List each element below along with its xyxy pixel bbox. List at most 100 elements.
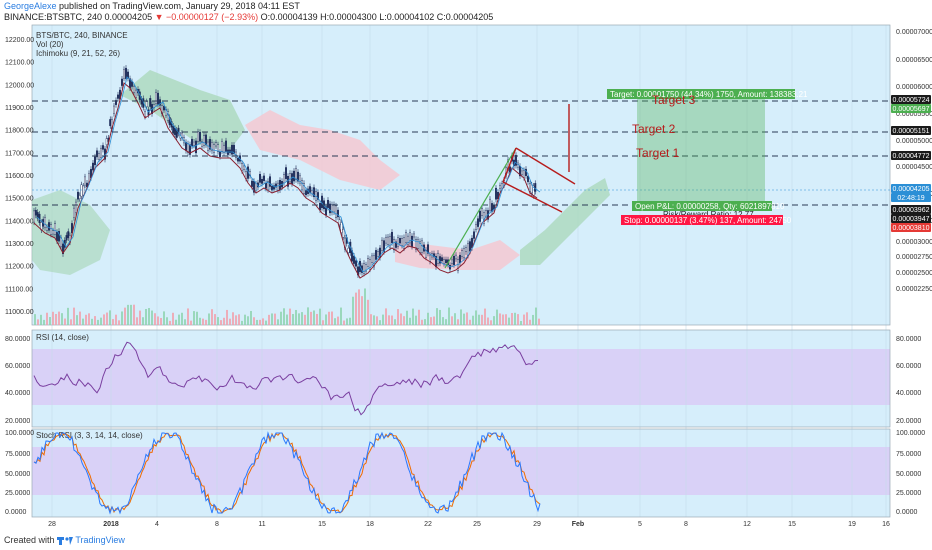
candle-body <box>473 231 476 239</box>
candle-body <box>377 251 380 257</box>
volume-bar <box>286 314 288 325</box>
volume-bar <box>187 308 189 325</box>
candle-body <box>194 140 197 154</box>
volume-bar <box>181 312 183 325</box>
volume-bar <box>535 307 537 325</box>
candle-body <box>44 217 47 228</box>
rsi-axis-right-label: 80.0000 <box>896 336 921 343</box>
tenkan-line <box>36 76 541 273</box>
candle-body <box>319 203 322 211</box>
volume-bar <box>160 317 162 325</box>
candle-body <box>33 210 36 223</box>
candle-body <box>313 187 316 198</box>
volume-bar <box>133 304 135 325</box>
symbol-line: BINANCE:BTSBTC, 240 0.00004205 <box>4 12 153 22</box>
volume-bar <box>238 314 240 325</box>
volume-bar <box>91 318 93 325</box>
open-pnl-box <box>632 201 772 211</box>
candle-body <box>190 138 193 147</box>
volume-bar <box>127 304 129 325</box>
x-axis-label: 25 <box>473 521 481 528</box>
candle-body <box>214 142 217 147</box>
volume-bar <box>100 317 102 325</box>
volume-bar <box>370 314 372 325</box>
candle-body <box>337 209 340 218</box>
candle-body <box>67 231 70 239</box>
vol-legend: Vol (20) <box>36 40 64 49</box>
candle-body <box>109 119 112 127</box>
candle-body <box>409 232 412 244</box>
right-axis-label: 0.00006000 <box>896 84 932 91</box>
right-axis-label: 0.00003000 <box>896 239 932 246</box>
candle-body <box>399 238 402 244</box>
candle-body <box>443 259 446 264</box>
publish-header: GeorgeAlexe published on TradingView.com… <box>4 1 300 12</box>
ichimoku-legend: Ichimoku (9, 21, 52, 26) <box>36 49 120 58</box>
volume-bar <box>148 308 150 325</box>
volume-bar <box>310 311 312 325</box>
flag-upper-line <box>515 147 576 185</box>
right-axis-label: 0.00002250 <box>896 286 932 293</box>
volume-bar <box>298 313 300 325</box>
candle-body <box>74 201 77 213</box>
volume-bar <box>457 319 459 325</box>
volume-bar <box>241 320 243 325</box>
candle-body <box>97 153 100 160</box>
volume-bar <box>490 320 492 325</box>
volume-bar <box>397 309 399 325</box>
volume-bar <box>175 319 177 325</box>
candle-body <box>299 175 302 184</box>
candle-body <box>385 237 388 244</box>
volume-bar <box>34 314 36 325</box>
candle-body <box>295 168 298 180</box>
volume-bar <box>301 312 303 325</box>
volume-bar <box>463 313 465 325</box>
volume-bar <box>487 317 489 325</box>
volume-bar <box>46 312 48 325</box>
stop-label-box <box>621 215 783 225</box>
left-axis-label: 11300.00 <box>5 241 34 248</box>
candle-body <box>99 147 102 158</box>
stoch-axis-right-label: 75.0000 <box>896 451 921 458</box>
candle-body <box>489 198 492 211</box>
volume-bar <box>529 319 531 325</box>
candle-body <box>427 244 430 254</box>
candle-body <box>76 191 79 200</box>
volume-bar <box>511 313 513 325</box>
left-axis-label: 11200.00 <box>5 264 34 271</box>
tradingview-brand[interactable]: TradingView <box>75 535 125 545</box>
volume-bar <box>193 311 195 325</box>
candle-body <box>120 78 123 86</box>
candle-body <box>283 174 286 184</box>
price-badge-text: 0.00003810 <box>893 225 930 232</box>
rsi-axis-left-label: 80.0000 <box>5 336 30 343</box>
panel-border <box>31 428 891 518</box>
candle-body <box>459 254 462 263</box>
candle-body <box>401 238 404 246</box>
x-axis-label: 22 <box>424 521 432 528</box>
x-axis-label: 16 <box>882 521 890 528</box>
volume-bar <box>274 313 276 325</box>
candle-body <box>188 144 191 155</box>
candle-body <box>353 255 356 264</box>
volume-bar <box>49 317 51 325</box>
author-link[interactable]: GeorgeAlexe <box>4 1 57 11</box>
candle-body <box>82 185 85 196</box>
price-badge <box>891 184 931 193</box>
left-axis-label: 11800.00 <box>5 128 34 135</box>
volume-bar <box>61 313 63 325</box>
volume-bar <box>475 310 477 325</box>
candle-body <box>232 144 235 154</box>
tradingview-logo-icon <box>57 536 74 545</box>
volume-bar <box>220 320 222 325</box>
x-axis-label: 5 <box>638 521 642 528</box>
volume-bar <box>280 311 282 325</box>
rsi-legend: RSI (14, close) <box>36 333 89 342</box>
volume-bar <box>427 312 429 325</box>
left-axis-label: 11600.00 <box>5 173 34 180</box>
candle-body <box>469 241 472 252</box>
left-axis-label: 12200.00 <box>5 37 34 44</box>
candle-body <box>236 157 239 162</box>
volume-bar <box>64 318 66 325</box>
